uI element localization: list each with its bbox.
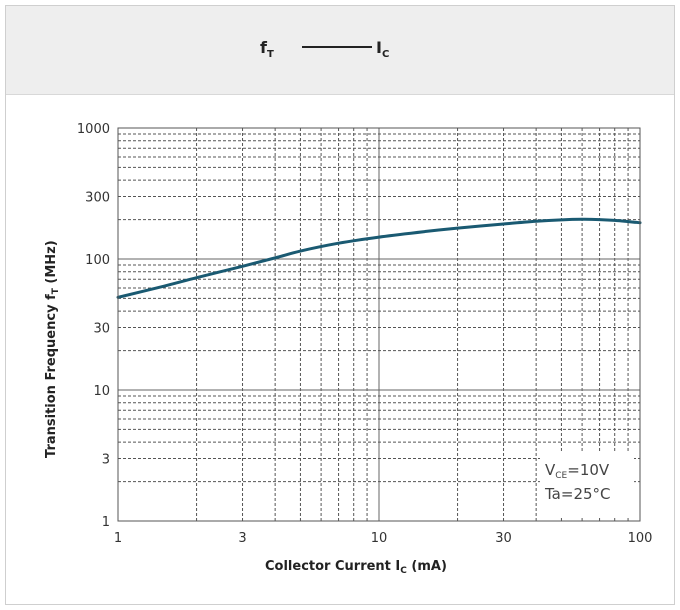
x-tick-label: 1 (114, 531, 122, 546)
chart-frame (5, 5, 675, 605)
series-line (116, 217, 642, 299)
y-tick-label: 3 (102, 452, 110, 467)
annotation-bg (540, 452, 634, 518)
x-tick-label: 30 (495, 531, 512, 546)
x-axis-label-sub: C (400, 566, 407, 576)
x-tick-label: 10 (371, 531, 388, 546)
annotation-vce: VCE=10V (545, 461, 610, 481)
annotation-ta: Ta=25°C (544, 485, 611, 503)
y-tick-label: 30 (93, 321, 110, 336)
chart-header (6, 6, 674, 95)
y-tick-label: 1 (102, 515, 110, 530)
grid (118, 128, 640, 521)
x-tick-label: 3 (238, 531, 246, 546)
title-right-sub: C (382, 49, 389, 60)
y-axis-label-text: Transition Frequency f (44, 294, 59, 458)
title-left-symbol: f (260, 38, 268, 57)
y-axis-label: Transition Frequency fT (MHz) (44, 240, 61, 458)
chart-title: fT (260, 38, 274, 60)
y-tick-label: 10 (93, 384, 110, 399)
chart-title-right: IC (376, 38, 389, 60)
annotation-vce-rest: =10V (567, 461, 610, 479)
y-tick-label: 1000 (77, 122, 110, 137)
plot-border (117, 127, 641, 522)
x-tick-label: 100 (628, 531, 653, 546)
x-axis-label-text: Collector Current I (265, 559, 400, 574)
x-axis-label-unit: (mA) (407, 559, 447, 574)
y-axis-label-unit: (MHz) (44, 240, 59, 288)
series-layer (116, 217, 642, 299)
y-tick-label: 100 (85, 253, 110, 268)
annotation-vce-main: V (545, 461, 556, 479)
annotation-vce-sub: CE (555, 471, 567, 481)
y-tick-label: 300 (85, 190, 110, 205)
y-axis-label-sub: T (51, 287, 61, 294)
tick-labels: 1 3 10 30 100 1 3 10 30 100 300 1000 (77, 122, 653, 546)
title-left-sub: T (267, 49, 274, 60)
x-axis-label: Collector Current IC (mA) (265, 559, 447, 576)
title-right-symbol: I (376, 38, 382, 57)
